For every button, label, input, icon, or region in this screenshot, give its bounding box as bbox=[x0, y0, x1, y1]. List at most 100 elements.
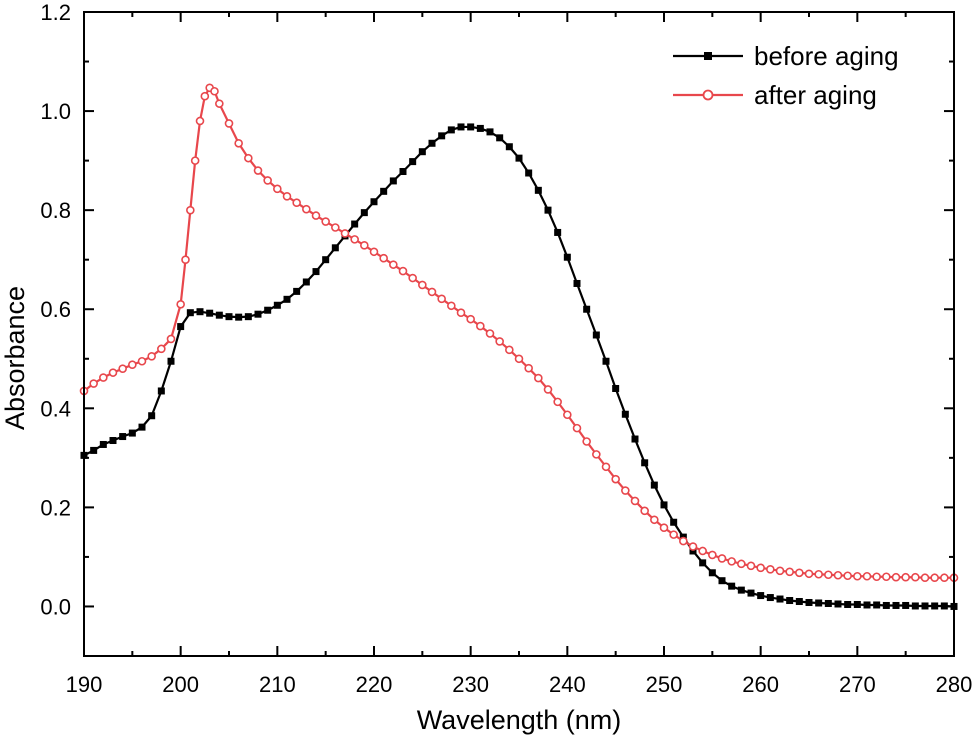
data-point bbox=[495, 337, 504, 346]
series-1 bbox=[79, 83, 959, 583]
data-point bbox=[669, 530, 678, 539]
data-point bbox=[921, 602, 929, 610]
data-point bbox=[650, 515, 659, 525]
data-point bbox=[167, 357, 175, 365]
data-point bbox=[728, 582, 736, 590]
data-point bbox=[931, 602, 939, 610]
x-tick-label: 240 bbox=[549, 672, 586, 697]
data-point bbox=[137, 356, 147, 366]
data-point bbox=[331, 223, 340, 232]
data-point bbox=[670, 518, 678, 526]
data-point bbox=[911, 572, 920, 582]
data-point bbox=[698, 546, 707, 556]
x-axis-title: Wavelength (nm) bbox=[417, 705, 622, 735]
data-point bbox=[699, 559, 707, 567]
data-point bbox=[602, 357, 610, 365]
data-point bbox=[621, 486, 630, 495]
data-point bbox=[766, 594, 774, 602]
y-tick-label: 0.4 bbox=[40, 396, 71, 421]
data-point bbox=[660, 501, 668, 509]
data-point bbox=[331, 244, 339, 252]
data-point bbox=[882, 572, 891, 582]
data-point bbox=[873, 601, 881, 609]
data-point bbox=[641, 459, 649, 467]
data-point bbox=[157, 387, 165, 395]
data-point bbox=[524, 363, 533, 373]
data-point bbox=[389, 177, 397, 185]
legend-item: after aging bbox=[673, 80, 877, 110]
data-point bbox=[592, 331, 600, 339]
data-point bbox=[612, 384, 620, 392]
data-point bbox=[901, 572, 910, 582]
y-tick-label: 1.0 bbox=[40, 99, 71, 124]
data-point bbox=[418, 280, 427, 290]
data-point bbox=[834, 600, 842, 608]
data-point bbox=[853, 571, 862, 581]
data-point bbox=[757, 592, 765, 600]
data-point bbox=[746, 561, 756, 571]
data-point bbox=[631, 435, 639, 443]
data-point bbox=[253, 166, 263, 175]
data-point bbox=[785, 567, 794, 577]
data-point bbox=[824, 570, 833, 580]
data-point bbox=[621, 410, 629, 418]
data-point bbox=[457, 123, 465, 131]
data-point bbox=[293, 287, 301, 295]
x-tick-label: 250 bbox=[646, 672, 683, 697]
data-point bbox=[467, 123, 475, 131]
data-point bbox=[525, 169, 533, 177]
data-point bbox=[718, 577, 726, 585]
data-point bbox=[186, 205, 195, 215]
series-layer bbox=[79, 83, 959, 610]
data-point bbox=[369, 247, 379, 257]
y-tick-label: 1.2 bbox=[40, 0, 71, 25]
data-point bbox=[273, 184, 282, 194]
data-point bbox=[399, 168, 407, 176]
data-point bbox=[427, 287, 437, 297]
data-point bbox=[234, 138, 243, 148]
data-point bbox=[138, 423, 146, 431]
data-point bbox=[882, 601, 890, 609]
data-point bbox=[176, 299, 185, 309]
data-point bbox=[398, 266, 408, 276]
data-point bbox=[805, 598, 813, 606]
series-0 bbox=[80, 123, 958, 610]
data-point bbox=[514, 354, 524, 364]
legend-label: before aging bbox=[754, 41, 899, 71]
data-point bbox=[273, 301, 281, 309]
data-point bbox=[582, 437, 591, 446]
y-tick-label: 0.6 bbox=[40, 297, 71, 322]
x-tick-label: 230 bbox=[452, 672, 489, 697]
data-point bbox=[902, 601, 910, 609]
data-point bbox=[181, 255, 190, 264]
data-point bbox=[186, 309, 194, 317]
data-point bbox=[544, 206, 552, 214]
data-point bbox=[843, 571, 852, 581]
data-point bbox=[428, 139, 436, 147]
data-point bbox=[99, 373, 108, 382]
data-point bbox=[350, 235, 359, 244]
data-point bbox=[920, 573, 930, 583]
data-point bbox=[573, 279, 581, 287]
legend-label: after aging bbox=[754, 80, 877, 110]
data-point bbox=[572, 423, 582, 433]
data-point bbox=[225, 313, 233, 321]
data-point bbox=[563, 253, 571, 261]
x-tick-label: 220 bbox=[356, 672, 393, 697]
data-point bbox=[708, 550, 717, 560]
data-point bbox=[215, 99, 224, 108]
data-point bbox=[380, 187, 388, 195]
data-point bbox=[891, 572, 901, 582]
legend-marker bbox=[702, 89, 714, 101]
data-point bbox=[679, 536, 688, 546]
data-point bbox=[108, 368, 118, 377]
x-tick-label: 280 bbox=[936, 672, 973, 697]
data-point bbox=[292, 198, 301, 208]
data-point bbox=[601, 462, 611, 472]
data-point bbox=[815, 599, 823, 607]
data-point bbox=[99, 440, 107, 448]
data-point bbox=[235, 313, 243, 321]
data-point bbox=[360, 209, 368, 217]
